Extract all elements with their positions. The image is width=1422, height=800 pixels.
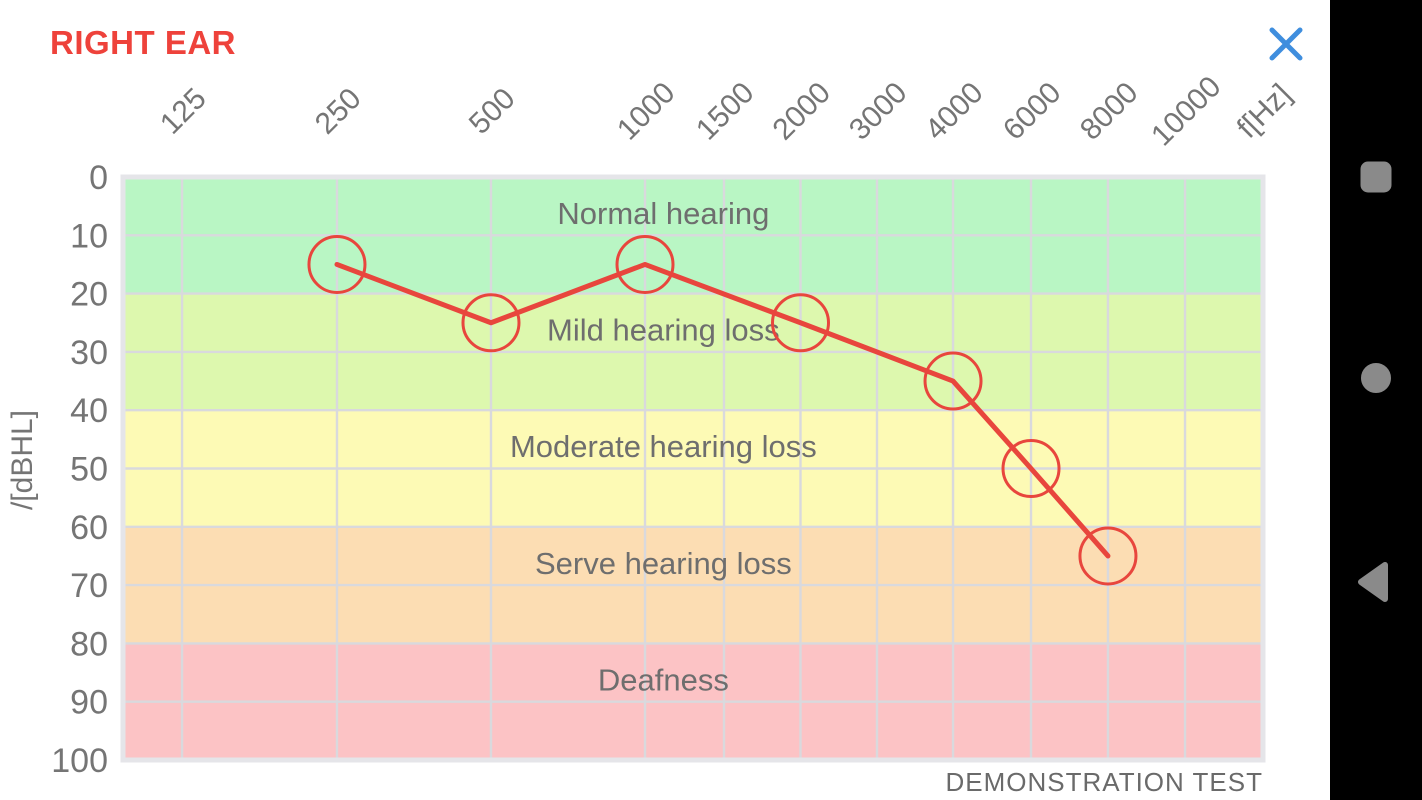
back-triangle-shape (1358, 562, 1388, 602)
x-tick-label: 2000 (767, 76, 838, 147)
page-title: RIGHT EAR (50, 24, 236, 61)
recents-square-icon[interactable] (1359, 160, 1393, 194)
x-tick-label: 10000 (1145, 70, 1227, 152)
y-tick-label: 0 (89, 159, 108, 197)
y-tick-label: 10 (70, 217, 108, 255)
x-axis-unit-label: f[Hz] (1231, 78, 1298, 145)
x-tick-label: 500 (463, 82, 522, 141)
zone-label: Deafness (598, 662, 729, 697)
home-circle-shape (1361, 363, 1391, 393)
y-tick-label: 60 (70, 509, 108, 547)
audiogram-chart: Normal hearing Mild hearing loss Moderate … (6, 70, 1298, 797)
data-point-marker[interactable] (771, 293, 831, 353)
x-tick-label: 125 (154, 82, 213, 141)
data-point-marker[interactable] (923, 351, 983, 411)
recents-square-shape (1360, 161, 1392, 193)
x-tick-label: 8000 (1074, 76, 1145, 147)
data-point-marker[interactable] (1078, 526, 1138, 586)
y-tick-label: 80 (70, 625, 108, 663)
x-tick-label: 6000 (997, 76, 1068, 147)
y-tick-label: 40 (70, 392, 108, 430)
zone-label: Moderate hearing loss (510, 429, 817, 464)
y-tick-label: 100 (51, 742, 108, 780)
back-triangle-icon[interactable] (1355, 559, 1391, 605)
x-tick-label: 1000 (611, 76, 682, 147)
home-circle-icon[interactable] (1360, 362, 1392, 394)
threshold-line (334, 261, 1111, 559)
y-tick-label: 20 (70, 276, 108, 314)
x-tick-label: 3000 (843, 76, 914, 147)
data-point-marker[interactable] (461, 293, 521, 353)
y-tick-label: 30 (70, 334, 108, 372)
zone-label: Normal hearing (557, 196, 769, 231)
data-point-marker[interactable] (615, 234, 675, 294)
zone-label: Serve hearing loss (535, 546, 792, 581)
x-tick-label: 1500 (690, 76, 761, 147)
x-tick-label: 250 (309, 82, 368, 141)
y-tick-label: 50 (70, 451, 108, 489)
data-point-marker[interactable] (1001, 439, 1061, 498)
footnote: DEMONSTRATION TEST (946, 767, 1264, 797)
data-point-marker[interactable] (307, 234, 367, 294)
y-axis-title: /[dBHL] (6, 410, 39, 510)
y-tick-label: 90 (70, 684, 108, 722)
plot-border (120, 174, 1266, 763)
android-navbar (1330, 0, 1422, 800)
x-tick-label: 4000 (919, 76, 990, 147)
y-tick-label: 70 (70, 567, 108, 605)
zone-label: Mild hearing loss (547, 313, 780, 348)
close-icon[interactable] (1268, 26, 1304, 62)
close-icon-stroke-2 (1269, 27, 1303, 61)
